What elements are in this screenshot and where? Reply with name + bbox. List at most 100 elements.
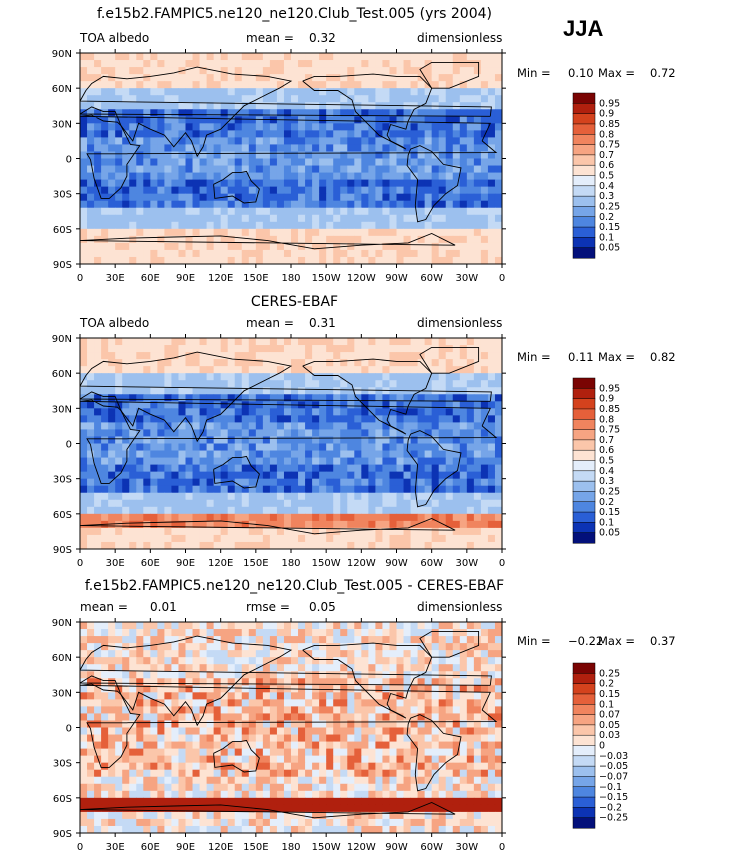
map-1-coastlines (80, 61, 498, 250)
colorbar-label: 0.25 (599, 486, 620, 497)
coastline-4 (406, 145, 462, 223)
x-tick-label: 90E (176, 273, 195, 284)
y-tick-label: 60N (52, 84, 72, 95)
colorbar-swatch (572, 113, 596, 125)
colorbar-label: 0.8 (599, 129, 614, 140)
panel-2-variable: TOA albedo (80, 316, 150, 330)
colorbar-swatch (572, 164, 596, 177)
x-tick-label: 180 (281, 273, 300, 284)
x-tick-label: 150E (243, 842, 268, 853)
panel-3-stat1-label: mean = (80, 600, 128, 614)
colorbar-swatch (572, 103, 596, 115)
x-tick-label: 60E (141, 558, 160, 569)
panel-2-min-label: Min = (517, 350, 551, 364)
x-tick-label: 90W (385, 558, 408, 569)
colorbar-label: −0.07 (599, 771, 628, 782)
colorbar-label: 0.85 (599, 119, 620, 130)
colorbar-swatch (572, 419, 596, 431)
colorbar-swatch (572, 439, 596, 451)
colorbar-swatch (572, 501, 596, 513)
x-tick-label: 150E (243, 273, 268, 284)
y-tick-label: 30N (52, 404, 72, 415)
panel-3-min-label: Min = (517, 634, 551, 648)
colorbar-swatch (572, 693, 596, 705)
y-tick-label: 90S (53, 545, 72, 556)
x-tick-label: 30E (106, 842, 125, 853)
colorbar-label: 0.5 (599, 456, 614, 467)
colorbar-label: 0.75 (599, 425, 620, 436)
colorbar-swatch (572, 216, 596, 228)
coastline-2 (213, 739, 260, 773)
x-tick-label: 0 (77, 842, 83, 853)
y-tick-label: 60N (52, 369, 72, 380)
x-tick-label: 60E (141, 273, 160, 284)
x-tick-label: 120E (208, 558, 233, 569)
panel-3-min-value: −0.22 (568, 634, 604, 648)
colorbar-swatch (572, 491, 596, 503)
colorbar-label: 0.03 (599, 730, 620, 741)
season-label: JJA (563, 16, 604, 41)
colorbar-label: 0.85 (599, 404, 620, 415)
colorbar-label: −0.25 (599, 813, 628, 824)
panel-2-max-label: Max = (598, 350, 636, 364)
x-tick-label: 120W (347, 842, 376, 853)
coastline-5 (419, 346, 480, 374)
x-tick-label: 120E (208, 842, 233, 853)
colorbar-label: 0.6 (599, 445, 614, 456)
y-tick-label: 60S (53, 225, 72, 236)
coastline-1 (80, 351, 492, 443)
panel-1-title: f.e15b2.FAMPIC5.ne120_ne120.Club_Test.00… (97, 6, 492, 22)
coastline-4 (406, 714, 462, 792)
y-tick-label: 60N (52, 653, 72, 664)
coastline-2 (213, 170, 260, 204)
x-tick-label: 90E (176, 842, 195, 853)
map-2-coastlines (80, 346, 498, 535)
colorbar-label: 0.05 (599, 243, 620, 254)
colorbar-label: 0.2 (599, 679, 614, 690)
x-tick-label: 180 (281, 558, 300, 569)
panel-2-max-value: 0.82 (650, 350, 676, 364)
panel-1-min-value: 0.10 (568, 66, 594, 80)
coastline-5 (419, 630, 480, 658)
colorbar-label: 0.6 (599, 160, 614, 171)
colorbar-label: 0.15 (599, 689, 620, 700)
colorbar-swatch (572, 470, 596, 482)
colorbar-label: 0.2 (599, 212, 614, 223)
x-tick-label: 150W (312, 842, 341, 853)
colorbar-label: −0.15 (599, 792, 628, 803)
colorbar-swatch (572, 796, 596, 808)
colorbar-label: 0.95 (599, 383, 620, 394)
coastline-1 (80, 635, 492, 727)
colorbar-1: 0.950.90.850.80.750.70.60.50.40.30.250.2… (572, 92, 620, 259)
colorbar-swatch (572, 724, 596, 736)
y-tick-label: 90S (53, 260, 72, 271)
y-tick-label: 60S (53, 794, 72, 805)
x-tick-label: 60W (420, 273, 443, 284)
colorbar-swatch (572, 704, 596, 716)
colorbar-label: 0.3 (599, 191, 614, 202)
coastline-3 (302, 73, 433, 150)
colorbar-swatch (572, 683, 596, 695)
x-tick-label: 0 (77, 558, 83, 569)
colorbar-swatch (572, 237, 596, 249)
colorbar-swatch (572, 511, 596, 523)
colorbar-swatch (572, 123, 596, 135)
x-tick-label: 30W (456, 273, 479, 284)
colorbar-swatch (572, 154, 596, 166)
colorbar-swatch (572, 745, 596, 757)
colorbar-label: −0.1 (599, 782, 622, 793)
colorbar-label: 0.05 (599, 528, 620, 539)
y-tick-label: 0 (66, 440, 72, 451)
coastline-6 (80, 518, 456, 535)
x-tick-label: 0 (77, 273, 83, 284)
colorbar-swatch (572, 377, 596, 389)
panel-2-stat1-label: mean = (246, 316, 294, 330)
colorbar-label: 0.4 (599, 466, 614, 477)
map-2-field (80, 338, 502, 549)
panel-1-stat1-value: 0.32 (309, 31, 336, 45)
colorbar-swatch (572, 134, 596, 146)
panel-3-units: dimensionless (417, 600, 503, 614)
colorbar-swatch (572, 429, 596, 441)
colorbar-label: 0.5 (599, 171, 614, 182)
